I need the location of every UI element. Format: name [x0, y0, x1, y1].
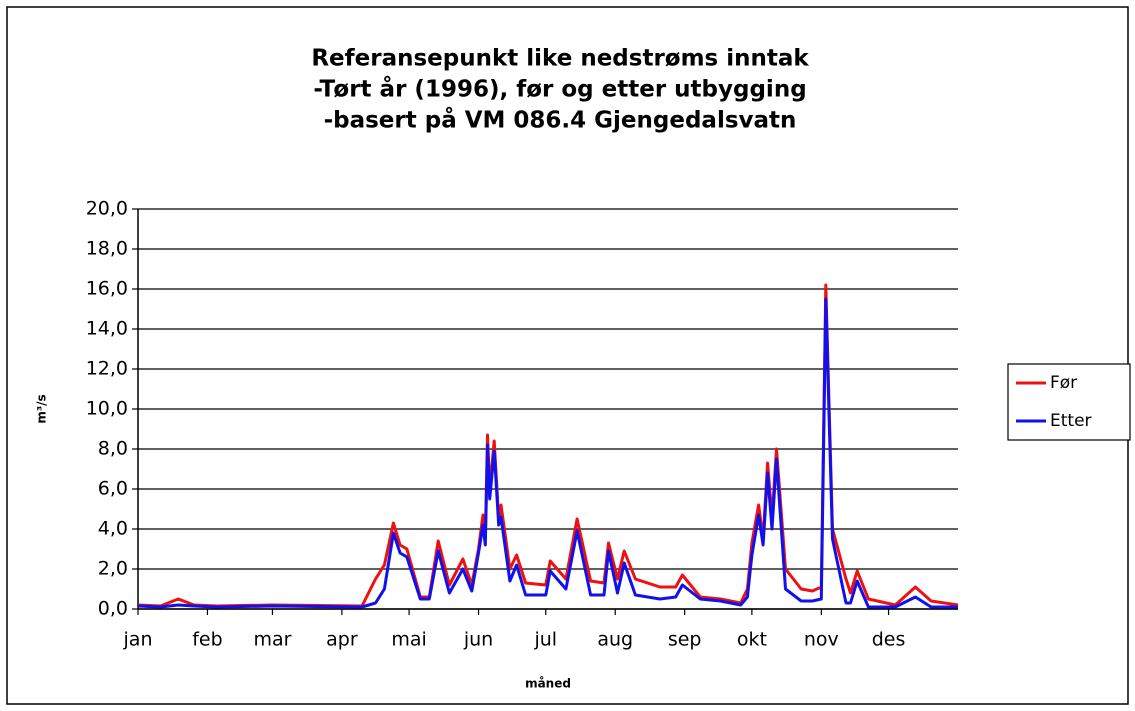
y-tick-label: 4,0 — [98, 518, 128, 540]
x-tick-label: apr — [326, 629, 358, 651]
y-tick-label: 6,0 — [98, 478, 128, 500]
x-tick-label: nov — [804, 629, 839, 651]
x-axis-label: måned — [525, 677, 571, 691]
x-tick-label: okt — [737, 629, 767, 651]
y-tick-label: 14,0 — [86, 318, 128, 340]
legend-box — [1007, 363, 1131, 441]
y-tick-label: 0,0 — [98, 598, 128, 620]
x-tick-label: mar — [253, 629, 291, 651]
chart-title: Referansepunkt like nedstrøms inntak — [311, 46, 809, 72]
y-tick-label: 16,0 — [86, 278, 128, 300]
y-tick-label: 20,0 — [86, 198, 128, 220]
x-tick-label: feb — [192, 629, 222, 651]
chart-title: -basert på VM 086.4 Gjengedalsvatn — [324, 107, 797, 134]
x-tick-label: des — [872, 629, 906, 651]
y-tick-label: 2,0 — [98, 558, 128, 580]
series-line — [137, 283, 959, 608]
y-tick-label: 8,0 — [98, 438, 128, 460]
x-tick-label: mai — [391, 629, 426, 651]
y-tick-label: 10,0 — [86, 398, 128, 420]
x-tick-label: jun — [463, 629, 493, 651]
x-tick-label: sep — [668, 629, 702, 651]
x-tick-label: jul — [533, 629, 557, 651]
y-tick-label: 18,0 — [86, 238, 128, 260]
series-line — [137, 297, 958, 609]
x-tick-label: jan — [123, 629, 153, 651]
y-tick-label: 12,0 — [86, 358, 128, 380]
y-axis-label: m³/s — [35, 394, 49, 423]
legend-label: Etter — [1050, 411, 1092, 431]
x-tick-label: aug — [597, 629, 633, 651]
legend-label: Før — [1050, 373, 1077, 393]
chart-title: -Tørt år (1996), før og etter utbygging — [313, 76, 806, 103]
